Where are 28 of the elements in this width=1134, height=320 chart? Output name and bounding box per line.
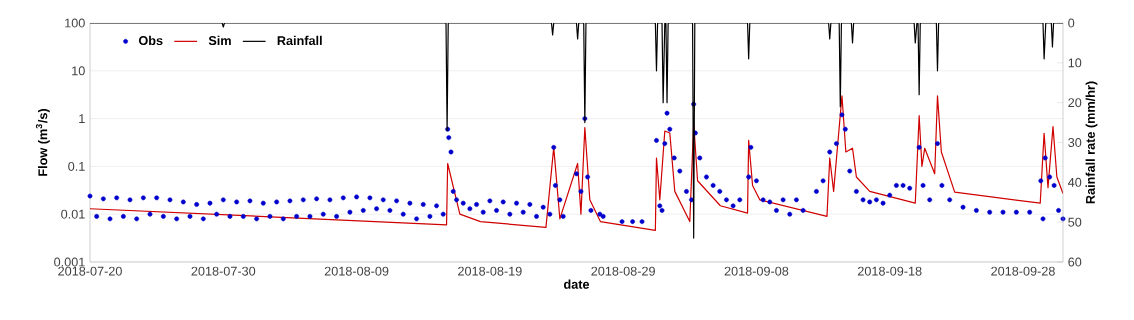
x-tick-label: 2018-09-08 xyxy=(724,266,789,276)
y2-tick-label: 10 xyxy=(1068,58,1082,68)
y-axis-title: Flow (m$^{3}$/s) xyxy=(35,109,50,176)
y-tick-label: 1 xyxy=(79,114,85,123)
x-tick-label: 2018-09-18 xyxy=(857,266,922,276)
x-tick-label: 2018-08-19 xyxy=(458,266,522,276)
legend-label: Rainfall xyxy=(277,35,322,46)
y2-tick-label: 20 xyxy=(1068,98,1082,108)
x-tick-label: 2018-09-28 xyxy=(991,266,1055,276)
y2-axis-title: Rainfall rate (mm/hr) xyxy=(1085,81,1098,204)
y2-tick-label: 50 xyxy=(1068,217,1082,227)
x-axis-title: date xyxy=(564,279,590,289)
y-tick-label: 100 xyxy=(65,18,85,28)
x-tick-label: 2018-08-29 xyxy=(591,266,655,276)
y2-tick-label: 30 xyxy=(1068,138,1082,147)
y-tick-label: 0.1 xyxy=(68,161,85,171)
y-tick-label: 10 xyxy=(72,66,85,76)
y2-tick-label: 0 xyxy=(1068,18,1075,28)
x-tick-label: 2018-08-09 xyxy=(324,266,389,276)
y2-tick-label: 40 xyxy=(1067,177,1082,187)
y-tick-label: 0.01 xyxy=(61,209,85,219)
y2-tick-label: 60 xyxy=(1068,257,1082,267)
x-tick-label: 2018-07-30 xyxy=(191,266,256,276)
line-series xyxy=(90,23,1063,239)
legend-label: Obs xyxy=(138,35,163,46)
legend-label: Sim xyxy=(208,35,231,46)
x-tick-label: 2018-07-20 xyxy=(58,266,122,276)
y-tick-label: 0.001 xyxy=(54,257,85,267)
